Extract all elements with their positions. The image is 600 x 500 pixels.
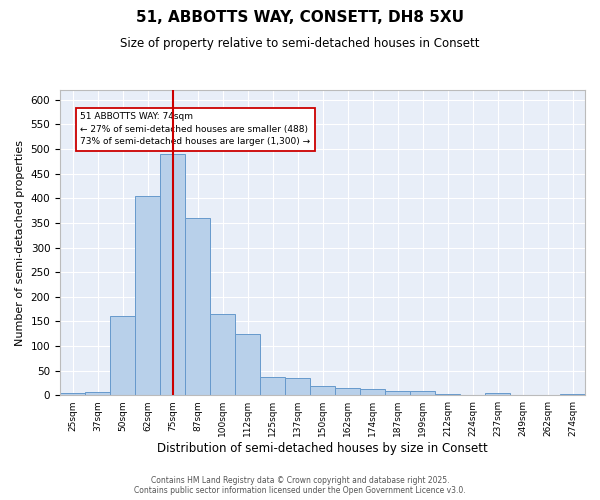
Bar (310, 386, 335, 395)
Bar (210, 314, 235, 395)
Bar (485, 392, 510, 395)
Bar (360, 389, 385, 395)
Bar (285, 378, 310, 395)
X-axis label: Distribution of semi-detached houses by size in Consett: Distribution of semi-detached houses by … (157, 442, 488, 455)
Bar (185, 218, 210, 395)
Bar (60, 392, 85, 395)
Bar (260, 377, 285, 395)
Bar (110, 316, 135, 395)
Text: Contains HM Land Registry data © Crown copyright and database right 2025.
Contai: Contains HM Land Registry data © Crown c… (134, 476, 466, 495)
Text: 51, ABBOTTS WAY, CONSETT, DH8 5XU: 51, ABBOTTS WAY, CONSETT, DH8 5XU (136, 10, 464, 25)
Bar (160, 154, 185, 395)
Text: Size of property relative to semi-detached houses in Consett: Size of property relative to semi-detach… (120, 38, 480, 51)
Bar (335, 388, 360, 395)
Bar (235, 334, 260, 395)
Y-axis label: Number of semi-detached properties: Number of semi-detached properties (15, 140, 25, 346)
Bar (410, 392, 435, 395)
Text: 51 ABBOTTS WAY: 74sqm
← 27% of semi-detached houses are smaller (488)
73% of sem: 51 ABBOTTS WAY: 74sqm ← 27% of semi-deta… (80, 112, 310, 146)
Bar (385, 391, 410, 395)
Bar (135, 196, 160, 395)
Bar (560, 394, 585, 395)
Bar (85, 392, 110, 395)
Bar (435, 394, 460, 395)
